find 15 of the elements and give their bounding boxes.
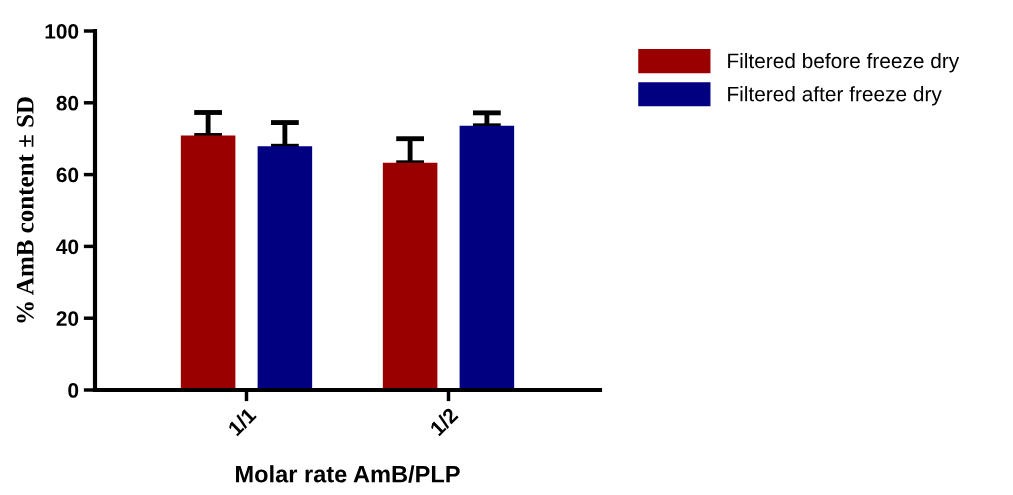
y-tick-label: 80: [56, 95, 79, 111]
legend-label: Filtered after freeze dry: [728, 86, 942, 106]
x-axis-title: Molar rate AmB/PLP: [236, 465, 460, 483]
x-tick-label: 1/1: [226, 406, 258, 437]
y-tick-label: 60: [56, 167, 79, 183]
legend-label: Filtered before freeze dry: [728, 52, 960, 73]
bar: [459, 125, 515, 390]
bar: [382, 162, 438, 390]
y-tick-label: 40: [56, 239, 79, 255]
y-tick-label: 20: [56, 311, 79, 326]
y-tick-label: 100: [45, 24, 79, 39]
y-tick-label: 0: [68, 383, 79, 398]
y-axis-title: % AmB content ± SD: [16, 97, 34, 323]
x-tick-label: 1/2: [428, 406, 459, 437]
bar: [180, 135, 236, 390]
